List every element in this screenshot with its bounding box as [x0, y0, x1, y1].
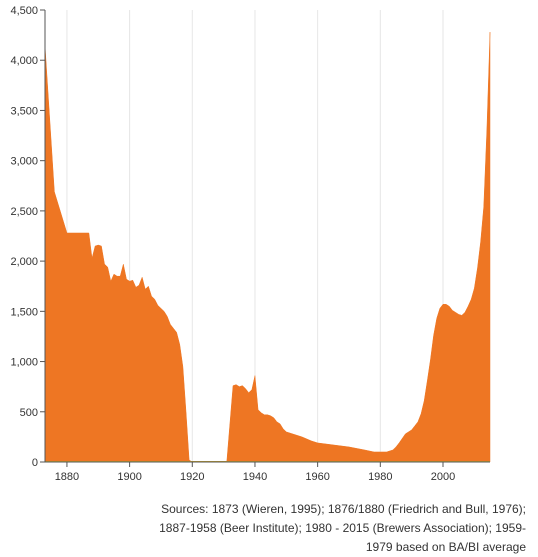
- y-tick-label: 1,500: [10, 306, 38, 318]
- source-note-line-1: Sources: 1873 (Wieren, 1995); 1876/1880 …: [161, 502, 526, 516]
- y-tick-label: 1,000: [10, 357, 38, 369]
- source-note-line-3: 1979 based on BA/BI average: [365, 540, 526, 554]
- y-tick-label: 2,000: [10, 256, 38, 268]
- x-tick-label: 1940: [243, 471, 267, 480]
- gridlines: [66, 10, 444, 462]
- area-series: [44, 31, 491, 463]
- source-note-line-2: 1887-1958 (Beer Institute); 1980 - 2015 …: [159, 521, 526, 535]
- y-tick-label: 4,500: [10, 5, 38, 17]
- x-tick-label: 2000: [431, 471, 455, 480]
- y-axis-ticks: 0 500 1,000 1,500 2,000 2,500 3,000 3,500 4,000 4…: [10, 5, 45, 469]
- y-tick-label: 2,500: [10, 206, 38, 218]
- y-tick-label: 4,000: [10, 55, 38, 67]
- area-chart: 0 500 1,000 1,500 2,000 2,500 3,000 3,500 4,000 4…: [10, 5, 491, 483]
- y-tick-label: 500: [20, 407, 38, 419]
- axes: [44, 10, 490, 463]
- source-note: Sources: 1873 (Wieren, 1995); 1876/1880 …: [120, 500, 526, 557]
- y-tick-label: 3,000: [10, 156, 38, 168]
- x-tick-label: 1900: [117, 471, 141, 480]
- y-tick-label: 0: [32, 457, 38, 469]
- x-axis-ticks: 1880 1900 1920 1940 1960 1980 2000: [55, 462, 455, 483]
- x-tick-label: 1960: [305, 471, 329, 480]
- x-tick-label: 1920: [180, 471, 204, 480]
- x-tick-label: 1980: [368, 471, 392, 480]
- area-fill-series-0: [44, 31, 491, 463]
- x-tick-label: 1880: [55, 471, 79, 480]
- y-tick-label: 3,500: [10, 105, 38, 117]
